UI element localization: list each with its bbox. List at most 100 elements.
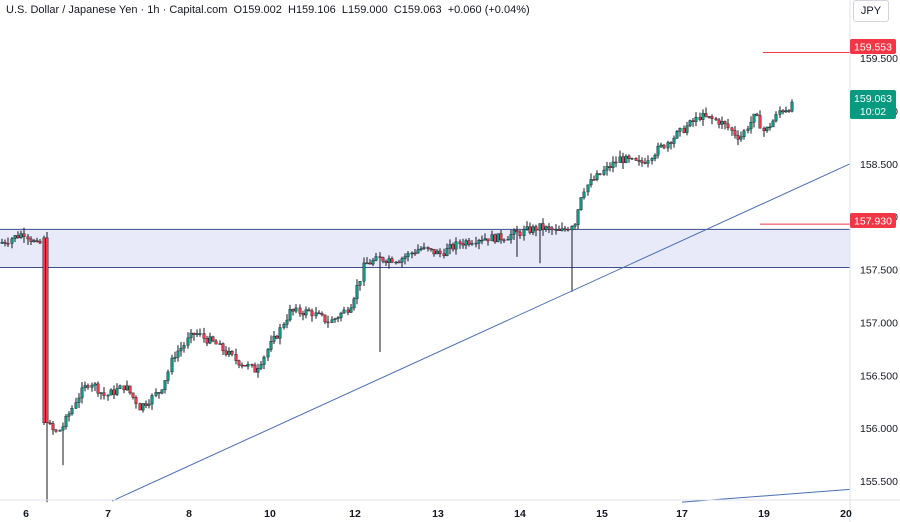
candle-body bbox=[298, 307, 302, 314]
candle-body bbox=[310, 310, 314, 317]
candle-body bbox=[531, 226, 535, 233]
candle-body bbox=[637, 160, 641, 162]
candle-body bbox=[74, 402, 78, 409]
candle-body bbox=[278, 327, 282, 339]
candle-body bbox=[42, 237, 46, 424]
candles-group bbox=[0, 99, 794, 503]
candle-body bbox=[682, 127, 686, 133]
candle-body bbox=[291, 309, 295, 312]
candle-body bbox=[378, 256, 382, 258]
candle-body bbox=[627, 155, 631, 159]
last-price-tag: 159.063 10:02 bbox=[850, 90, 896, 119]
candle-body bbox=[790, 101, 794, 112]
y-tick-label: 159.500 bbox=[860, 53, 898, 65]
candle-body bbox=[64, 415, 68, 428]
candle-body bbox=[118, 385, 122, 389]
candle-body bbox=[128, 385, 132, 394]
candle-body bbox=[749, 121, 753, 130]
candle-body bbox=[256, 368, 260, 373]
candle-body bbox=[368, 262, 372, 265]
candle-body bbox=[227, 351, 231, 355]
candle-body bbox=[720, 121, 724, 125]
candle-body bbox=[211, 336, 215, 342]
candle-body bbox=[752, 113, 756, 123]
candle-body bbox=[218, 343, 222, 345]
candle-body bbox=[506, 238, 510, 241]
candle-body bbox=[602, 169, 606, 175]
candle-body bbox=[483, 238, 487, 241]
candle-body bbox=[659, 144, 663, 147]
candle-body bbox=[646, 160, 650, 164]
candle-body bbox=[662, 144, 666, 149]
y-tick-label: 158.500 bbox=[860, 159, 898, 171]
candle-body bbox=[387, 258, 391, 263]
currency-selector[interactable]: JPY bbox=[853, 0, 889, 22]
candle-body bbox=[480, 239, 484, 242]
candle-body bbox=[70, 408, 74, 415]
candle-body bbox=[742, 130, 746, 138]
candle-body bbox=[579, 197, 583, 210]
last-price-text: 159.063 bbox=[854, 93, 892, 105]
candle-body bbox=[640, 160, 644, 163]
candle-body bbox=[29, 238, 33, 242]
candle-body bbox=[550, 227, 554, 231]
time-axis: 6 7 8 10 12 13 14 15 17 19 20 bbox=[23, 508, 852, 520]
candle-body bbox=[717, 119, 721, 125]
candle-body bbox=[474, 242, 478, 245]
candle-body bbox=[509, 234, 513, 240]
candle-body bbox=[451, 244, 455, 250]
candle-body bbox=[285, 319, 289, 325]
candle-body bbox=[442, 253, 446, 256]
open-label: O bbox=[233, 4, 243, 16]
candle-body bbox=[138, 403, 142, 411]
chart-header: U.S. Dollar / Japanese Yen · 1h · Capita… bbox=[6, 4, 530, 16]
candle-body bbox=[522, 229, 526, 236]
candle-body bbox=[496, 233, 500, 243]
candle-body bbox=[214, 340, 218, 345]
candle-body bbox=[150, 395, 154, 405]
candle-body bbox=[282, 324, 286, 328]
candle-body bbox=[19, 233, 23, 238]
change-value: +0.060 (+0.04%) bbox=[447, 4, 530, 16]
candle-body bbox=[317, 312, 321, 315]
candle-body bbox=[438, 250, 442, 254]
countdown-text: 10:02 bbox=[860, 106, 886, 118]
candle-body bbox=[240, 364, 244, 367]
candle-body bbox=[758, 115, 762, 129]
candle-body bbox=[45, 237, 49, 424]
candle-body bbox=[266, 349, 270, 358]
candle-body bbox=[592, 179, 596, 181]
candle-body bbox=[586, 184, 590, 193]
candle-body bbox=[762, 128, 766, 132]
x-tick-label: 10 bbox=[264, 508, 276, 520]
candle-body bbox=[560, 228, 564, 231]
price-tag-lower-text: 157.930 bbox=[854, 216, 892, 228]
trend-line-main bbox=[111, 163, 851, 502]
candle-body bbox=[246, 364, 250, 367]
candle-body bbox=[563, 228, 567, 230]
candle-body bbox=[435, 250, 439, 255]
x-tick-label: 15 bbox=[596, 508, 608, 520]
candle-body bbox=[323, 314, 327, 323]
candle-body bbox=[3, 242, 7, 244]
candle-body bbox=[554, 229, 558, 231]
candle-body bbox=[22, 233, 26, 237]
candle-body bbox=[765, 126, 769, 132]
candle-body bbox=[186, 337, 190, 346]
candle-body bbox=[147, 403, 151, 406]
y-tick-label: 157.500 bbox=[860, 265, 898, 277]
candle-body bbox=[384, 260, 388, 263]
candle-body bbox=[48, 422, 52, 425]
candle-body bbox=[176, 350, 180, 358]
candle-body bbox=[736, 135, 740, 140]
candle-body bbox=[458, 241, 462, 245]
candle-body bbox=[157, 392, 161, 394]
candle-body bbox=[86, 385, 90, 388]
candle-body bbox=[582, 191, 586, 198]
candle-body bbox=[10, 238, 14, 244]
candle-body bbox=[131, 392, 135, 398]
candle-body bbox=[54, 429, 58, 432]
candle-body bbox=[666, 142, 670, 149]
candle-body bbox=[432, 248, 436, 255]
candle-body bbox=[486, 238, 490, 242]
